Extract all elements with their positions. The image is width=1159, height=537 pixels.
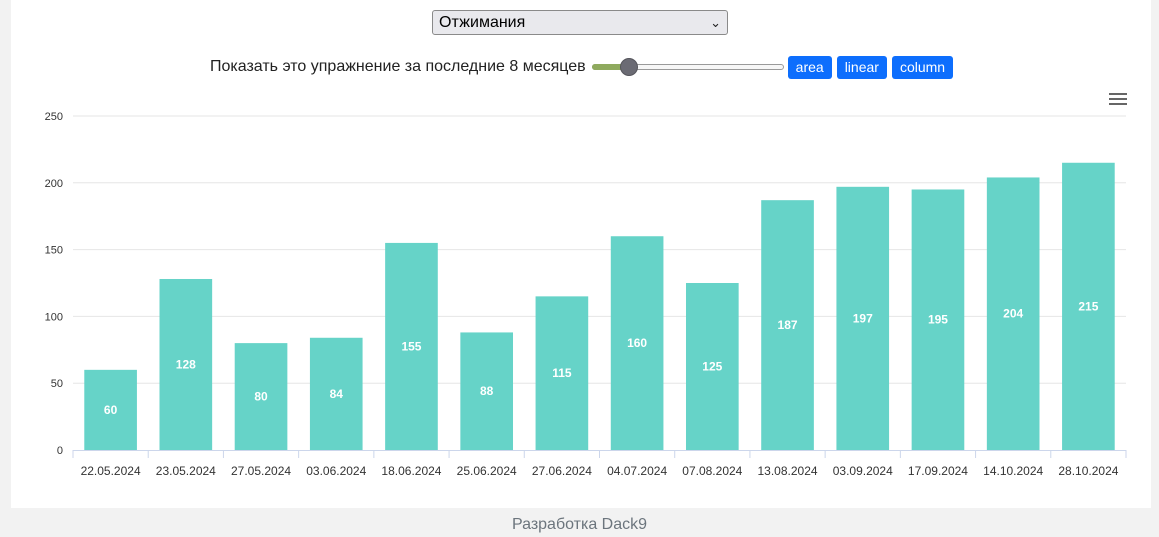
x-tick-label-2: 27.05.2024 [231, 464, 291, 478]
slider-thumb[interactable] [619, 58, 638, 76]
y-tick-label-0: 0 [57, 445, 63, 457]
x-tick-label-1: 23.05.2024 [156, 464, 216, 478]
period-slider[interactable] [591, 55, 784, 79]
bar-5 [460, 332, 514, 450]
chevron-down-icon: ⌄ [710, 15, 721, 30]
data-label-4: 155 [401, 339, 421, 353]
data-label-13: 215 [1078, 299, 1098, 313]
data-label-5: 88 [480, 384, 494, 398]
x-tick-label-7: 04.07.2024 [607, 464, 667, 478]
x-tick-label-6: 27.06.2024 [532, 464, 592, 478]
area-button[interactable]: area [787, 55, 832, 79]
y-tick-label-1: 50 [51, 378, 63, 390]
bar-4 [385, 242, 438, 450]
footer-credit: Разработка Dack9 [511, 516, 648, 533]
period-label: Показать это упражнение за последние 8 м… [210, 58, 586, 75]
hamburger-menu-icon[interactable] [1109, 93, 1127, 107]
bar-chart: 0 50 100 150 200 250 60 22.05.2024 128 23.05.2024… [45, 111, 1127, 478]
bar-13 [1062, 162, 1115, 450]
exercise-select[interactable]: Отжимания ⌄ [432, 10, 728, 35]
bar-11 [911, 189, 965, 451]
data-label-6: 115 [552, 366, 572, 380]
bar-12 [986, 177, 1040, 450]
x-tick-label-12: 14.10.2024 [983, 464, 1043, 478]
bar-1 [159, 278, 213, 450]
bar-7 [610, 236, 664, 450]
x-tick-label-10: 03.09.2024 [833, 464, 893, 478]
bar-8 [685, 283, 739, 450]
data-label-3: 84 [330, 387, 344, 401]
x-tick-label-3: 03.06.2024 [306, 464, 366, 478]
data-label-8: 125 [702, 360, 722, 374]
y-tick-label-2: 100 [45, 311, 63, 323]
chart-controls: Показать это упражнение за последние 8 м… [210, 55, 954, 79]
exercise-select-value: Отжимания [439, 14, 526, 31]
data-label-10: 197 [853, 311, 873, 325]
linear-button[interactable]: linear [836, 55, 887, 79]
x-tick-label-0: 22.05.2024 [81, 464, 141, 478]
data-label-11: 195 [928, 313, 948, 327]
slider-fill [591, 64, 629, 70]
bar-2 [234, 343, 288, 450]
data-label-12: 204 [1003, 307, 1023, 321]
data-label-1: 128 [176, 357, 196, 371]
data-label-7: 160 [627, 336, 647, 350]
bar-0 [84, 369, 137, 450]
data-label-9: 187 [778, 318, 798, 332]
bar-9 [761, 200, 814, 450]
x-tick-label-11: 17.09.2024 [908, 464, 968, 478]
column-button[interactable]: column [891, 55, 954, 79]
y-tick-label-5: 250 [45, 111, 63, 123]
x-tick-label-8: 07.08.2024 [682, 464, 742, 478]
bar-6 [535, 296, 589, 450]
y-tick-label-4: 200 [45, 178, 63, 190]
x-tick-label-5: 25.06.2024 [457, 464, 517, 478]
x-tick-label-4: 18.06.2024 [381, 464, 441, 478]
x-tick-label-9: 13.08.2024 [758, 464, 818, 478]
x-tick-label-13: 28.10.2024 [1058, 464, 1118, 478]
y-tick-label-3: 150 [45, 245, 63, 257]
data-label-0: 60 [104, 403, 118, 417]
bar-10 [836, 186, 890, 451]
data-label-2: 80 [254, 390, 268, 404]
bar-3 [309, 337, 363, 450]
